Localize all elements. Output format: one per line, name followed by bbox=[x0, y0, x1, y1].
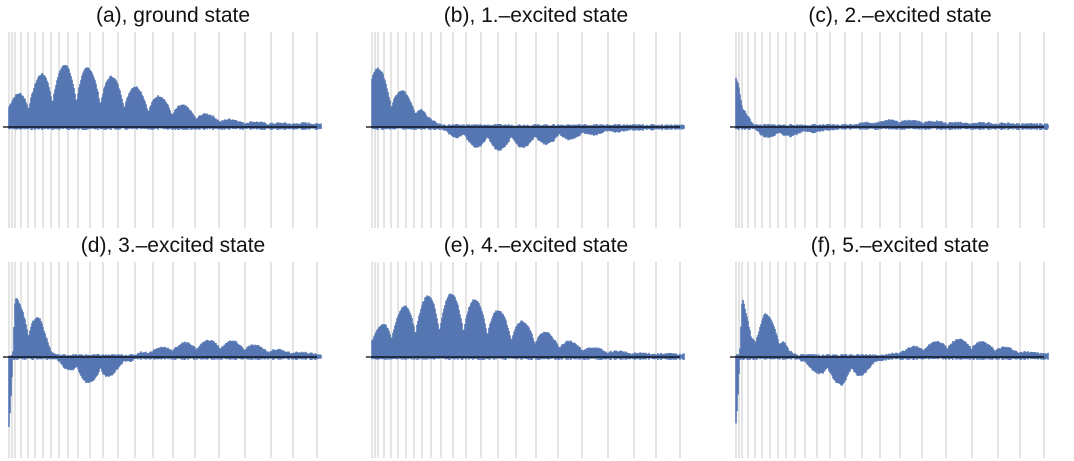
chart-plot bbox=[366, 262, 685, 458]
chart-plot bbox=[3, 32, 322, 228]
panel-title: (e), 4.–excited state bbox=[443, 234, 629, 257]
panel-c: (c), 2.–excited state bbox=[730, 4, 1070, 230]
signal-series bbox=[8, 65, 322, 130]
panel-title: (d), 3.–excited state bbox=[80, 234, 266, 257]
panel-title: (f), 5.–excited state bbox=[810, 234, 990, 257]
signal-series bbox=[371, 293, 685, 360]
panel-title: (a), ground state bbox=[95, 4, 251, 27]
panel-f: (f), 5.–excited state bbox=[730, 234, 1070, 460]
signal-series bbox=[735, 77, 1049, 138]
signal-series bbox=[371, 67, 685, 151]
panel-a: (a), ground state bbox=[3, 4, 343, 230]
gridlines bbox=[735, 262, 1045, 458]
gridlines bbox=[8, 262, 318, 458]
chart-plot bbox=[730, 262, 1049, 458]
panel-e: (e), 4.–excited state bbox=[366, 234, 706, 460]
gridlines bbox=[8, 32, 318, 228]
panel-d: (d), 3.–excited state bbox=[3, 234, 343, 460]
panel-title: (b), 1.–excited state bbox=[443, 4, 629, 27]
signal-series bbox=[8, 298, 322, 427]
panel-title: (c), 2.–excited state bbox=[808, 4, 992, 27]
chart-plot bbox=[730, 32, 1049, 228]
signal-series bbox=[735, 299, 1049, 424]
panel-b: (b), 1.–excited state bbox=[366, 4, 706, 230]
gridlines bbox=[371, 262, 681, 458]
chart-plot bbox=[3, 262, 322, 458]
chart-plot bbox=[366, 32, 685, 228]
